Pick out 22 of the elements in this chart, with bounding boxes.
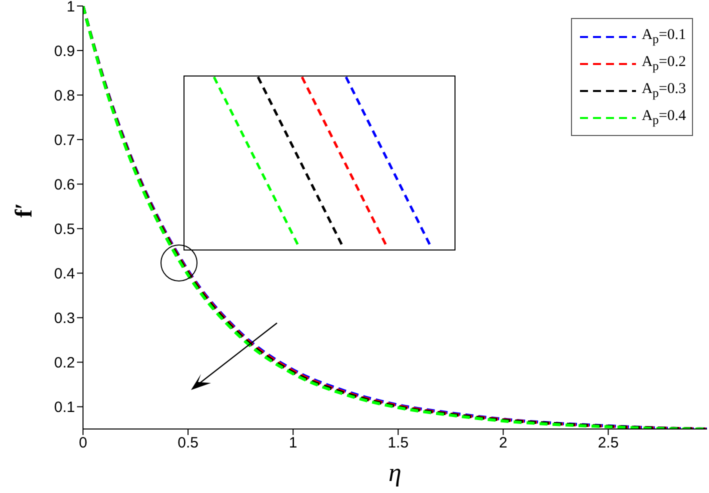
- x-tick-label: 0.5: [178, 434, 198, 452]
- y-tick-label: 0.8: [54, 87, 75, 104]
- x-tick-label: 2: [499, 434, 508, 452]
- y-tick-label: 0.1: [54, 399, 75, 416]
- x-tick-label: 2.5: [598, 434, 619, 452]
- x-axis-title: η: [388, 458, 402, 487]
- y-tick-label: 0.6: [54, 176, 75, 194]
- y-tick-label: 0.3: [54, 310, 75, 328]
- x-tick-label: 1: [288, 434, 298, 452]
- y-tick-label: 0.5: [54, 220, 75, 238]
- y-tick-label: 0.2: [54, 354, 75, 372]
- y-tick-label: 1: [66, 0, 75, 16]
- legend-label: A$_{p}$=0.3: [642, 80, 686, 100]
- legend-label: A$_{p}$=0.2: [642, 54, 686, 74]
- y-axis-title: f′: [12, 202, 38, 218]
- legend-label: A$_{p}$=0.4: [642, 108, 686, 128]
- y-tick-label: 0.9: [54, 42, 75, 60]
- x-tick-label: 1.5: [388, 434, 409, 452]
- y-tick-label: 0.4: [54, 265, 75, 282]
- y-tick-label: 0.7: [54, 132, 75, 149]
- legend-label: A$_{p}$=0.1: [642, 26, 686, 46]
- x-tick-label: 0: [78, 434, 88, 452]
